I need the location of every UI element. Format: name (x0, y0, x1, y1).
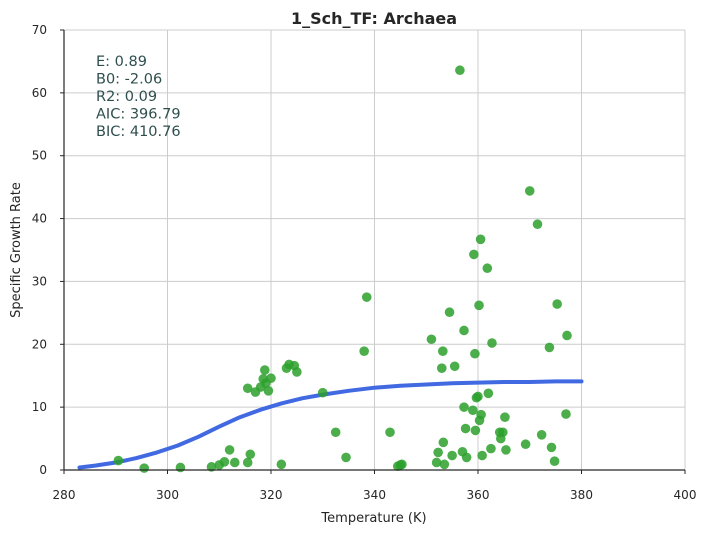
data-point (266, 373, 276, 384)
data-point (444, 307, 455, 318)
x-tick-label: 300 (156, 488, 179, 502)
data-point (549, 456, 560, 467)
data-point (459, 325, 469, 336)
tick-labels: 280 300 320 340 360 380 400 0 10 20 30 40 50 60 70 (32, 23, 697, 502)
x-tick-label: 340 (363, 488, 386, 502)
x-tick-label: 320 (260, 488, 283, 502)
data-point (259, 365, 270, 375)
data-point (206, 462, 217, 472)
x-tick-label: 400 (674, 488, 697, 502)
data-point (487, 338, 497, 348)
data-point (469, 249, 479, 260)
data-point (175, 462, 186, 473)
data-point (470, 425, 481, 436)
data-point (477, 450, 487, 461)
data-point (341, 452, 351, 463)
data-point (330, 427, 341, 438)
data-point (552, 299, 562, 309)
data-point (520, 439, 531, 450)
data-point (562, 330, 572, 341)
data-point (359, 346, 369, 357)
data-point (482, 263, 493, 274)
x-tick-label: 360 (467, 488, 490, 502)
data-point (385, 427, 395, 438)
chart-title: 1_Sch_TF: Archaea (291, 9, 457, 28)
data-point (276, 459, 287, 470)
y-tick-label: 0 (39, 463, 47, 477)
data-point (263, 386, 274, 396)
fit-curve (77, 379, 584, 470)
y-tick-label: 50 (32, 149, 47, 163)
fit-statistics: E: 0.89 B0: -2.06 R2: 0.09 AIC: 396.79 B… (96, 54, 181, 140)
data-point (524, 186, 535, 196)
data-point (449, 361, 460, 372)
data-point (426, 334, 437, 345)
fit-curve-layer (77, 379, 584, 470)
data-point (113, 455, 124, 466)
data-point (501, 445, 511, 455)
data-point (139, 463, 150, 473)
data-point (242, 383, 253, 394)
data-point (498, 427, 508, 438)
data-point (544, 342, 555, 353)
data-point (438, 346, 448, 357)
data-point (219, 457, 230, 467)
data-point (461, 452, 472, 463)
x-tick-label: 380 (570, 488, 593, 502)
x-tick-label: 280 (53, 488, 76, 502)
data-point (317, 387, 328, 398)
data-point (468, 405, 478, 416)
data-point (242, 457, 253, 468)
annotation-r2: R2: 0.09 (96, 89, 157, 105)
data-point (532, 219, 543, 230)
data-point (474, 300, 484, 311)
y-tick-label: 30 (32, 274, 47, 288)
x-axis-label: Temperature (K) (320, 511, 426, 526)
axes (60, 29, 686, 474)
data-point (486, 443, 496, 454)
y-tick-label: 70 (32, 23, 47, 37)
data-point (438, 437, 449, 448)
annotation-aic: AIC: 396.79 (96, 107, 181, 123)
data-point (546, 442, 557, 453)
data-point (483, 388, 494, 399)
y-tick-label: 20 (32, 337, 47, 351)
data-point (433, 447, 443, 458)
data-point (397, 459, 407, 470)
data-point (229, 457, 240, 468)
data-point (561, 409, 571, 419)
y-tick-label: 10 (32, 400, 47, 414)
data-point (245, 449, 256, 460)
data-point (361, 292, 372, 302)
data-point (473, 391, 483, 402)
annotation-bic: BIC: 410.76 (96, 124, 181, 140)
data-point (470, 348, 480, 359)
data-point (475, 234, 486, 245)
data-point (476, 409, 486, 420)
annotation-e: E: 0.89 (96, 54, 147, 70)
data-point (431, 457, 442, 468)
y-tick-label: 60 (32, 86, 47, 100)
annotation-b0: B0: -2.06 (96, 72, 162, 88)
data-points (113, 65, 572, 473)
data-point (436, 363, 447, 373)
data-point (455, 65, 465, 76)
data-point (500, 412, 510, 423)
data-point (224, 445, 235, 455)
data-point (439, 459, 450, 470)
y-tick-label: 40 (32, 212, 47, 226)
data-point (536, 430, 547, 440)
y-axis-label: Specific Growth Rate (9, 182, 24, 318)
grid-lines (64, 29, 686, 470)
data-point (447, 450, 457, 461)
data-point (460, 423, 471, 434)
data-point (292, 367, 302, 377)
data-point (459, 402, 469, 412)
